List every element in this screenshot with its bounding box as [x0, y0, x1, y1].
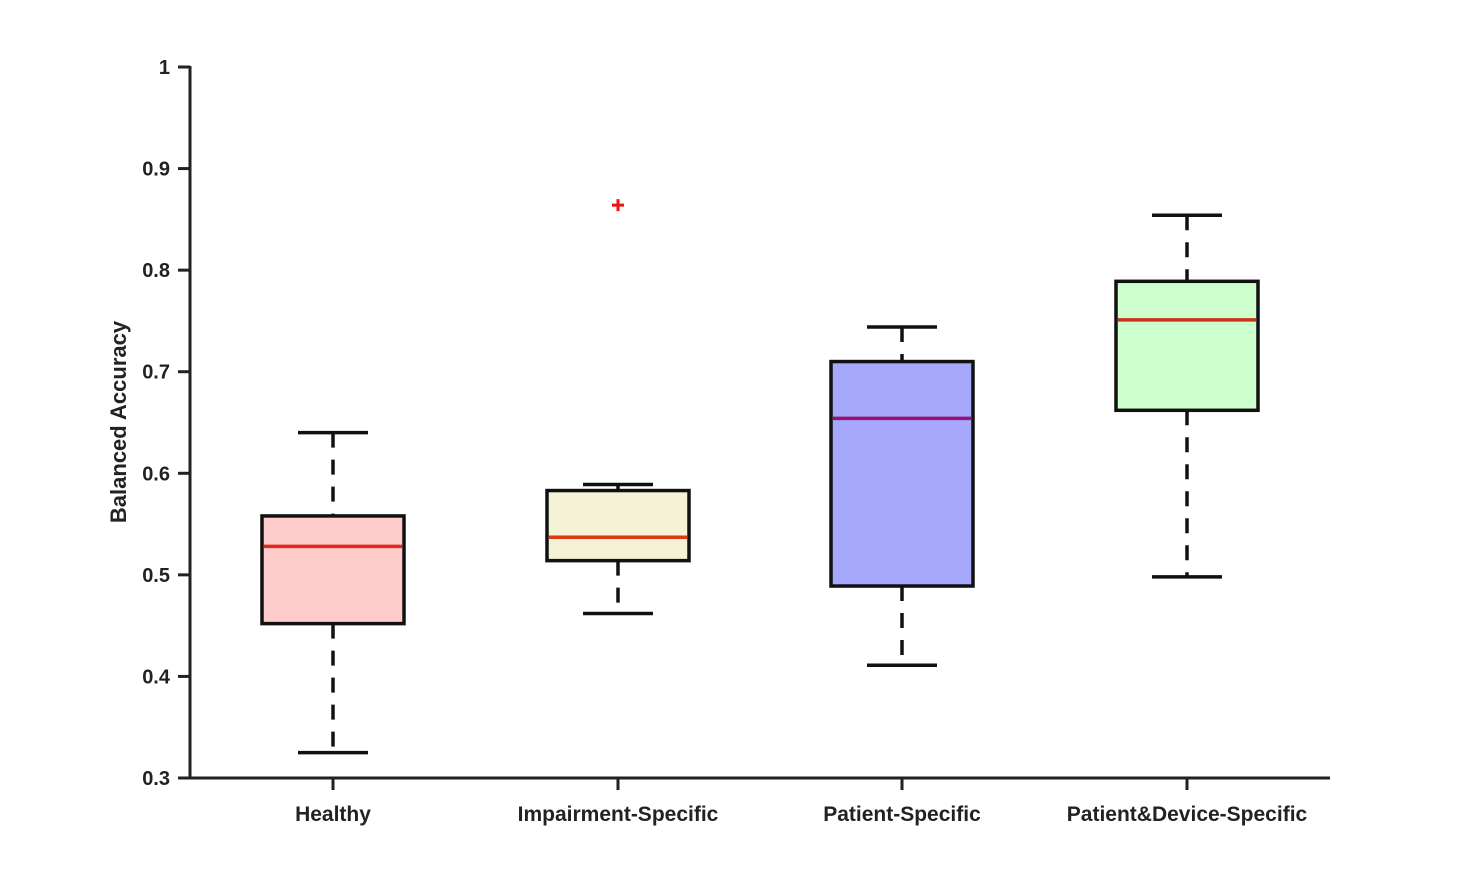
y-axis-title: Balanced Accuracy [106, 320, 131, 523]
y-tick-label: 0.9 [142, 159, 170, 181]
boxes-layer [260, 199, 1260, 755]
x-tick-label: Patient-Specific [823, 803, 981, 826]
x-tick-label: Impairment-Specific [518, 803, 719, 826]
x-tick-label: Healthy [295, 803, 371, 826]
y-tick-label: 0.3 [142, 768, 170, 790]
ticks-layer: 0.3 0.4 0.5 0.6 0.7 0.8 0.9 1 Healthy Impairment-… [142, 57, 1307, 826]
box-iqr [829, 359, 975, 588]
box-group [1114, 213, 1260, 579]
y-tick-label: 0.7 [142, 362, 170, 384]
y-tick-label: 0.6 [142, 463, 170, 485]
box-iqr [545, 488, 691, 563]
box-group [829, 325, 975, 668]
y-tick-label: 0.5 [142, 565, 170, 587]
box-iqr [1114, 279, 1260, 413]
x-tick-label: Patient&Device-Specific [1067, 803, 1308, 826]
outlier-marker [612, 199, 624, 212]
box-iqr [260, 514, 406, 626]
box-group [545, 199, 691, 616]
axes-layer [188, 66, 1330, 780]
y-tick-label: 1 [159, 57, 170, 79]
box-group [260, 430, 406, 755]
y-tick-label: 0.8 [142, 260, 170, 282]
y-tick-label: 0.4 [142, 666, 171, 688]
